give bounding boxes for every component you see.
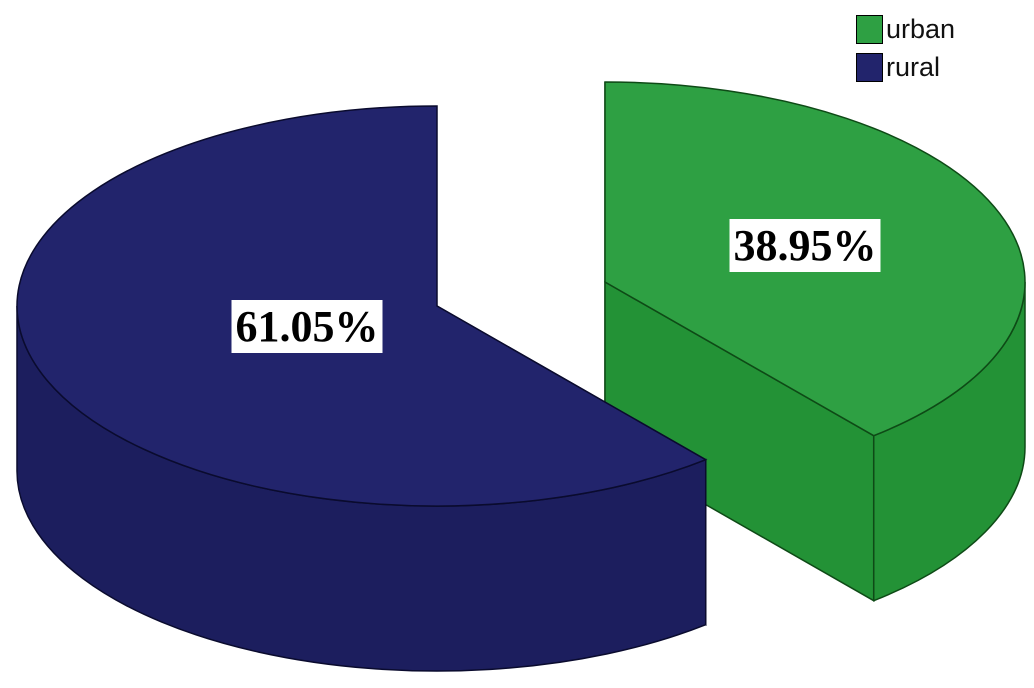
legend-label-rural: rural bbox=[886, 51, 941, 82]
legend-swatch-rural bbox=[856, 52, 883, 82]
data-label-urban: 38.95% bbox=[729, 219, 881, 272]
data-label-box-rural bbox=[231, 300, 383, 353]
legend-label-urban: urban bbox=[886, 13, 956, 44]
legend-swatch-urban bbox=[856, 14, 883, 44]
data-label-box-urban bbox=[729, 219, 881, 272]
data-label-text-urban: 38.95% bbox=[734, 221, 877, 270]
chart-legend: urban rural bbox=[856, 12, 955, 88]
legend-item-rural: rural bbox=[856, 50, 955, 84]
data-label-text-rural: 61.05% bbox=[236, 302, 379, 351]
data-label-rural: 61.05% bbox=[231, 300, 383, 353]
legend-item-urban: urban bbox=[856, 12, 955, 46]
